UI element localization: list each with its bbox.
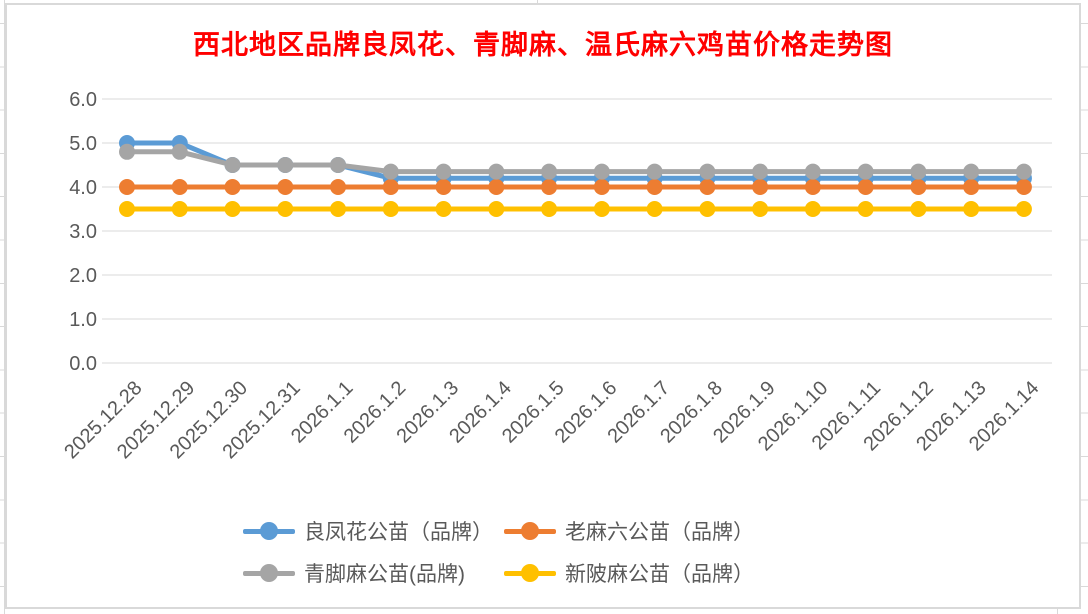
- series-line-2: [127, 149, 1024, 175]
- series-point-2: [541, 163, 558, 180]
- legend-marker-icon: [504, 564, 556, 582]
- series-point-2: [119, 143, 135, 160]
- series-point-2: [963, 163, 980, 180]
- series-point-2: [330, 157, 347, 173]
- series-point-3: [752, 201, 769, 217]
- series-point-3: [541, 201, 558, 217]
- series-point-1: [963, 179, 980, 195]
- series-point-2: [646, 163, 663, 180]
- series-point-1: [593, 179, 610, 195]
- series-point-2: [857, 163, 874, 180]
- series-point-2: [224, 157, 241, 173]
- series-point-2: [752, 163, 769, 180]
- series-point-1: [119, 179, 135, 195]
- series-point-1: [224, 179, 241, 195]
- series-point-3: [277, 201, 294, 217]
- legend-dot-icon: [260, 564, 278, 582]
- series-point-3: [910, 201, 927, 217]
- series-point-1: [646, 179, 663, 195]
- legend-marker-icon: [504, 522, 556, 540]
- series-point-1: [488, 179, 505, 195]
- series-point-3: [171, 201, 188, 217]
- series-point-1: [857, 179, 874, 195]
- line-chart-plot-area[interactable]: 0.01.02.03.04.05.06.02025.12.282025.12.2…: [7, 5, 1083, 505]
- series-point-3: [804, 201, 821, 217]
- y-axis-tick-label: 3.0: [69, 221, 97, 243]
- legend-label: 良凤花公苗（品牌）: [304, 521, 493, 544]
- series-point-3: [330, 201, 347, 217]
- series-point-1: [541, 179, 558, 195]
- spreadsheet-column-border: [537, 0, 538, 3]
- legend-marker-icon: [243, 522, 295, 540]
- series-point-2: [171, 143, 188, 160]
- series-point-2: [910, 163, 927, 180]
- legend-item-3[interactable]: 新陂麻公苗（品牌）: [504, 562, 754, 586]
- legend-dot-icon: [260, 522, 278, 540]
- series-point-1: [910, 179, 927, 195]
- series-point-2: [277, 157, 294, 173]
- y-axis-tick-label: 2.0: [69, 265, 97, 287]
- legend-item-1[interactable]: 老麻六公苗（品牌）: [504, 520, 754, 544]
- series-point-2: [488, 163, 505, 180]
- series-point-1: [699, 179, 716, 195]
- legend-item-2[interactable]: 青脚麻公苗(品牌): [243, 562, 465, 586]
- series-point-2: [1015, 163, 1032, 180]
- y-axis-tick-label: 0.0: [69, 353, 97, 375]
- legend-dot-icon: [521, 522, 539, 540]
- series-point-3: [435, 201, 452, 217]
- series-point-3: [963, 201, 980, 217]
- legend-label: 青脚麻公苗(品牌): [304, 563, 465, 586]
- series-point-3: [382, 201, 399, 217]
- series-point-1: [1015, 179, 1032, 195]
- series-point-1: [330, 179, 347, 195]
- series-point-3: [119, 201, 135, 217]
- y-axis-tick-label: 4.0: [69, 177, 97, 199]
- series-point-1: [435, 179, 452, 195]
- series-point-1: [277, 179, 294, 195]
- legend-item-0[interactable]: 良凤花公苗（品牌）: [243, 520, 493, 544]
- series-point-1: [171, 179, 188, 195]
- series-point-1: [752, 179, 769, 195]
- series-point-2: [382, 163, 399, 180]
- legend-label: 老麻六公苗（品牌）: [565, 521, 754, 544]
- series-point-3: [699, 201, 716, 217]
- series-point-2: [593, 163, 610, 180]
- series-point-3: [593, 201, 610, 217]
- series-point-3: [224, 201, 241, 217]
- legend-marker-icon: [243, 564, 295, 582]
- series-point-3: [646, 201, 663, 217]
- legend-label: 新陂麻公苗（品牌）: [565, 563, 754, 586]
- chart-legend: 良凤花公苗（品牌） 老麻六公苗（品牌） 青脚麻公苗(品牌) 新陂麻公苗（品牌）: [7, 5, 1079, 607]
- series-point-3: [488, 201, 505, 217]
- chart-object[interactable]: 西北地区品牌良凤花、青脚麻、温氏麻六鸡苗价格走势图 0.0 1.0 2.0 3.0 4.…: [5, 3, 1081, 609]
- series-point-2: [435, 163, 452, 180]
- series-point-1: [804, 179, 821, 195]
- series-point-3: [1015, 201, 1032, 217]
- legend-dot-icon: [521, 564, 539, 582]
- spreadsheet-column-border: [1057, 609, 1058, 614]
- y-axis-tick-label: 1.0: [69, 309, 97, 331]
- series-point-3: [857, 201, 874, 217]
- series-point-2: [804, 163, 821, 180]
- series-point-1: [382, 179, 399, 195]
- series-point-2: [699, 163, 716, 180]
- chart-title: 西北地区品牌良凤花、青脚麻、温氏麻六鸡苗价格走势图: [193, 30, 893, 60]
- spreadsheet-column-border: [4, 0, 5, 614]
- y-axis-tick-label: 6.0: [69, 89, 97, 111]
- y-axis-tick-label: 5.0: [69, 133, 97, 155]
